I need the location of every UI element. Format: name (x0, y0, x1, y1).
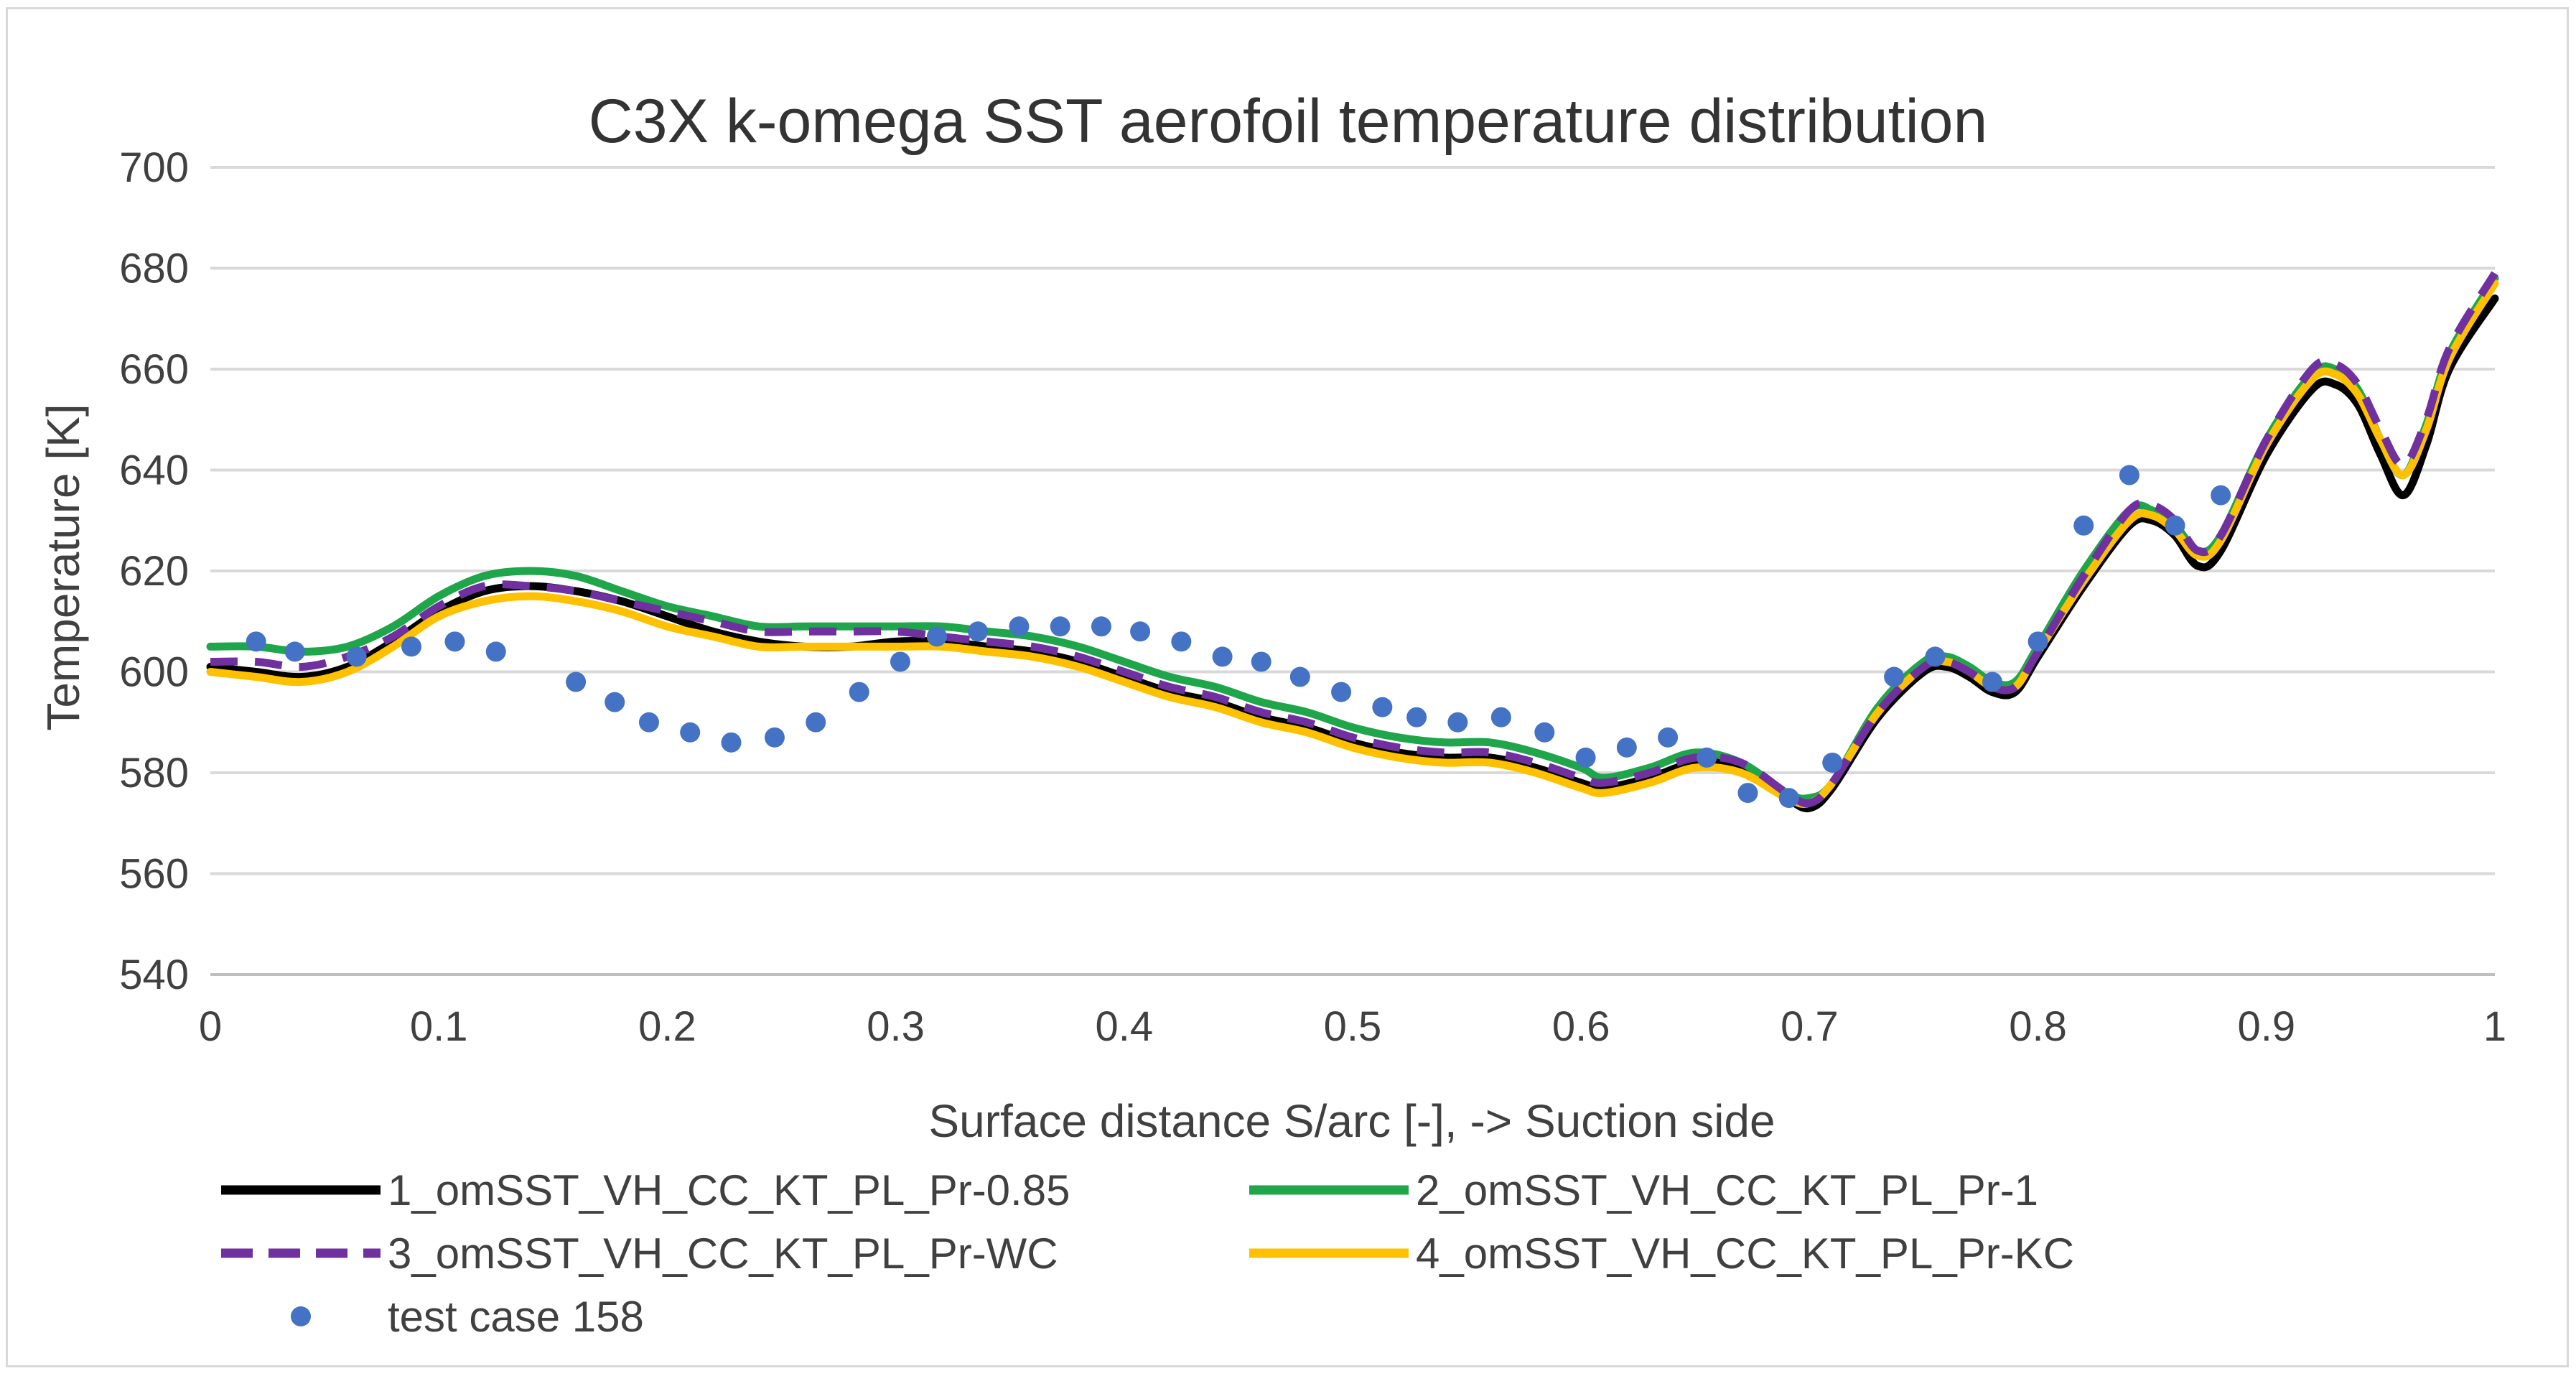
test-case-point[interactable] (1050, 616, 1070, 637)
test-case-point[interactable] (1697, 747, 1717, 768)
test-case-point[interactable] (1251, 651, 1271, 672)
test-case-point[interactable] (968, 621, 989, 642)
x-tick-label-1: 1 (2483, 1003, 2506, 1050)
x-tick-label-0: 0 (199, 1003, 222, 1050)
test-case-point[interactable] (721, 732, 742, 753)
test-case-points (246, 465, 2231, 809)
y-tick-label-600: 600 (119, 649, 189, 696)
test-case-point[interactable] (2165, 515, 2185, 536)
y-tick-label-580: 580 (119, 750, 189, 796)
test-case-point[interactable] (1372, 697, 1393, 717)
x-tick-label-0.9: 0.9 (2237, 1003, 2295, 1050)
test-case-point[interactable] (2073, 515, 2094, 536)
test-case-point[interactable] (1616, 737, 1637, 758)
test-case-point[interactable] (401, 636, 422, 657)
test-case-point[interactable] (1447, 712, 1468, 733)
test-case-point[interactable] (2027, 631, 2048, 652)
legend-item-series-3[interactable]: 3_omSST_VH_CC_KT_PL_Pr-WC (221, 1229, 1058, 1278)
test-case-point[interactable] (2119, 465, 2139, 485)
x-tick-label-0.3: 0.3 (867, 1003, 925, 1050)
test-case-point[interactable] (926, 626, 947, 647)
test-case-point[interactable] (1289, 666, 1310, 687)
x-tick-label-0.7: 0.7 (1781, 1003, 1839, 1050)
legend-item-test-case[interactable]: test case 158 (291, 1293, 644, 1341)
series-line-1[interactable] (206, 294, 2499, 813)
legend-swatch-test-case (291, 1306, 311, 1326)
test-case-point[interactable] (444, 631, 465, 652)
x-tick-label-0.1: 0.1 (410, 1003, 468, 1050)
test-case-point[interactable] (346, 646, 367, 667)
test-case-point[interactable] (1982, 671, 2002, 692)
chart-frame (6, 7, 2569, 1367)
test-case-point[interactable] (1091, 616, 1111, 637)
y-axis-ticks: 540 560 580 600 620 640 660 680 700 (119, 144, 189, 998)
x-tick-label-0.2: 0.2 (638, 1003, 696, 1050)
y-tick-label-660: 660 (119, 346, 189, 393)
test-case-point[interactable] (246, 631, 266, 652)
test-case-point[interactable] (1490, 707, 1511, 727)
y-tick-label-640: 640 (119, 447, 189, 494)
y-tick-label-700: 700 (119, 144, 189, 191)
test-case-point[interactable] (1171, 631, 1192, 652)
legend: 1_omSST_VH_CC_KT_PL_Pr-0.85 2_omSST_VH_C… (221, 1166, 2074, 1341)
x-tick-label-0.4: 0.4 (1095, 1003, 1153, 1050)
legend-item-series-1[interactable]: 1_omSST_VH_CC_KT_PL_Pr-0.85 (221, 1166, 1070, 1214)
test-case-point[interactable] (1130, 621, 1151, 642)
test-case-point[interactable] (638, 712, 659, 733)
test-case-point[interactable] (1575, 747, 1596, 768)
legend-label-series-2: 2_omSST_VH_CC_KT_PL_Pr-1 (1416, 1166, 2038, 1214)
test-case-point[interactable] (1884, 666, 1905, 687)
legend-label-series-1: 1_omSST_VH_CC_KT_PL_Pr-0.85 (388, 1166, 1070, 1214)
test-case-point[interactable] (680, 722, 701, 743)
gridlines (210, 166, 2495, 875)
legend-item-series-4[interactable]: 4_omSST_VH_CC_KT_PL_Pr-KC (1249, 1229, 2074, 1278)
test-case-point[interactable] (1822, 752, 1843, 773)
test-case-point[interactable] (284, 641, 305, 662)
y-axis-label: Temperature [K] (37, 404, 89, 730)
chart-title: C3X k-omega SST aerofoil temperature dis… (589, 87, 1988, 156)
x-axis-label: Surface distance S/arc [-], -> Suction s… (928, 1095, 1775, 1147)
legend-label-series-3: 3_omSST_VH_CC_KT_PL_Pr-WC (388, 1229, 1058, 1278)
series-lines (206, 271, 2499, 813)
test-case-point[interactable] (1778, 788, 1799, 809)
test-case-point[interactable] (1009, 616, 1030, 637)
test-case-point[interactable] (1212, 646, 1233, 667)
test-case-point[interactable] (890, 651, 910, 672)
legend-label-test-case: test case 158 (388, 1293, 644, 1341)
test-case-point[interactable] (485, 641, 506, 662)
series-line-3[interactable] (210, 271, 2498, 808)
x-tick-label-0.8: 0.8 (2009, 1003, 2067, 1050)
series-line-4[interactable] (206, 279, 2499, 809)
x-tick-label-0.6: 0.6 (1552, 1003, 1610, 1050)
test-case-point[interactable] (566, 671, 587, 692)
test-case-point[interactable] (1534, 722, 1555, 743)
test-case-point[interactable] (1406, 707, 1427, 727)
legend-item-series-2[interactable]: 2_omSST_VH_CC_KT_PL_Pr-1 (1249, 1166, 2038, 1214)
test-case-point[interactable] (806, 712, 826, 733)
test-case-point[interactable] (849, 682, 869, 702)
test-case-point[interactable] (2211, 485, 2231, 506)
test-case-point[interactable] (764, 727, 785, 748)
y-tick-label-540: 540 (119, 952, 189, 998)
test-case-point[interactable] (1658, 727, 1679, 748)
y-tick-label-620: 620 (119, 548, 189, 595)
x-tick-label-0.5: 0.5 (1324, 1003, 1382, 1050)
y-tick-label-680: 680 (119, 246, 189, 292)
test-case-point[interactable] (605, 692, 625, 712)
y-tick-label-560: 560 (119, 851, 189, 898)
test-case-point[interactable] (1331, 682, 1352, 702)
x-axis-ticks: 0 0.1 0.2 0.3 0.4 0.5 0.6 0.7 0.8 0.9 1 (199, 1003, 2506, 1050)
test-case-point[interactable] (1925, 646, 1946, 667)
legend-label-series-4: 4_omSST_VH_CC_KT_PL_Pr-KC (1416, 1229, 2074, 1278)
test-case-point[interactable] (1737, 783, 1758, 804)
series-line-2[interactable] (206, 274, 2499, 803)
